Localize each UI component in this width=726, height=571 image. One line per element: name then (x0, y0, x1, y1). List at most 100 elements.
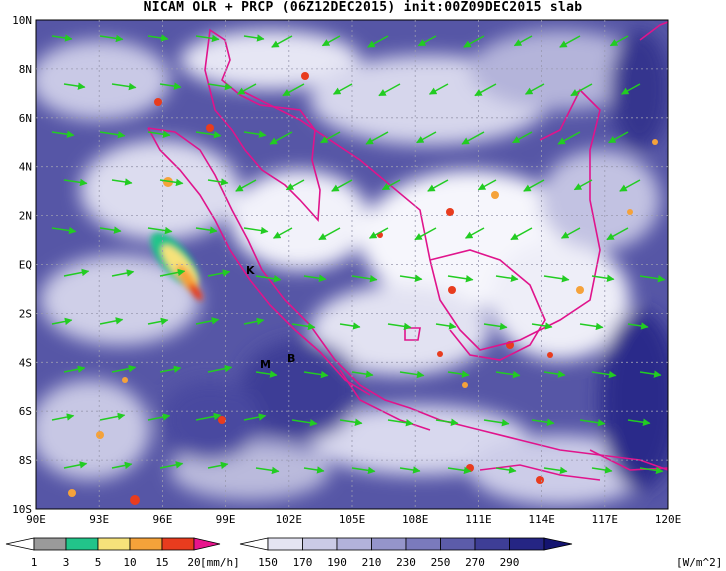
lat-label: EQ (19, 259, 32, 272)
wind-arrow (243, 130, 267, 138)
olr-colorbar-end (239, 537, 269, 551)
wind-arrow (255, 370, 278, 378)
precip-colorbar-swatch (161, 537, 195, 551)
lat-label: 10N (12, 14, 32, 27)
wind-arrow (368, 227, 389, 239)
wind-arrow (147, 413, 171, 421)
wind-arrow (570, 83, 593, 97)
wind-arrow (269, 131, 293, 145)
wind-arrow (513, 35, 533, 47)
olr-legend-value: 250 (431, 556, 451, 569)
wind-arrow (399, 466, 421, 474)
lat-label: 4N (19, 161, 32, 174)
precip-colorbar-swatch (129, 537, 163, 551)
wind-arrow (207, 82, 233, 91)
wind-arrow (619, 179, 641, 192)
wind-arrow (435, 418, 459, 426)
precip-colorbar-end (5, 537, 35, 551)
wind-arrow (236, 83, 257, 95)
wind-arrow (318, 227, 341, 241)
wind-arrow (608, 131, 629, 144)
wind-arrow (573, 179, 593, 191)
precip-legend-value: 15 (155, 556, 168, 569)
wind-arrow (111, 269, 135, 277)
wind-arrow (557, 131, 581, 145)
wind-arrow (331, 179, 353, 192)
wind-arrow (291, 418, 318, 427)
wind-arrow (99, 130, 126, 139)
gridlines (36, 20, 668, 509)
wind-arrow (63, 268, 90, 277)
precip-legend-value: 10 (123, 556, 136, 569)
wind-arrow (579, 322, 604, 331)
wind-arrow (51, 226, 77, 235)
olr-legend-value: 190 (327, 556, 347, 569)
wind-arrow (378, 83, 401, 97)
wind-arrow (495, 370, 521, 379)
wind-arrow (531, 418, 555, 426)
wind-arrow (416, 131, 437, 144)
wind-arrow (159, 268, 186, 277)
lat-label: 8S (19, 454, 32, 467)
wind-arrow (51, 34, 73, 42)
wind-arrow (351, 370, 374, 378)
precip-colorbar-swatch (33, 537, 67, 551)
wind-arrow (339, 418, 363, 426)
wind-arrow (639, 274, 666, 283)
wind-arrow (464, 227, 485, 239)
wind-arrow (579, 418, 606, 427)
wind-arrow (543, 466, 568, 475)
wind-arrow (243, 413, 267, 421)
wind-arrow (365, 131, 389, 145)
wind-arrow (243, 226, 269, 235)
precip-legend-value: 1 (31, 556, 38, 569)
wind-arrow (524, 83, 545, 95)
wind-arrow (63, 365, 86, 373)
wind-arrow (591, 274, 615, 282)
precip-colorbar-swatch (97, 537, 131, 551)
wind-arrow (447, 466, 472, 475)
wind-arrow (417, 35, 437, 47)
wind-arrow (243, 317, 265, 326)
lat-label: 6N (19, 112, 32, 125)
lon-label: 105E (339, 513, 366, 526)
wind-arrow (195, 412, 222, 421)
wind-arrow (367, 35, 389, 48)
wind-arrow (99, 317, 124, 325)
wind-arrow (627, 418, 651, 426)
wind-arrow (147, 317, 169, 326)
lon-label: 111E (465, 513, 492, 526)
olr-colorbar-swatch (509, 537, 545, 551)
precip-unit: [mm/h] (200, 556, 240, 569)
wind-arrow (447, 274, 474, 283)
wind-arrow (606, 227, 629, 241)
wind-arrow (591, 370, 617, 379)
wind-arrow (560, 227, 581, 239)
lon-label: 102E (276, 513, 303, 526)
wind-arrow (63, 461, 88, 469)
wind-arrow (51, 317, 73, 326)
wind-arrow (447, 370, 470, 378)
wind-arrow (627, 322, 649, 330)
olr-colorbar-swatch (405, 537, 441, 551)
olr-colorbar-swatch (474, 537, 510, 551)
wind-arrow (111, 82, 137, 91)
wind-arrow (147, 34, 169, 42)
wind-arrow (428, 83, 449, 95)
precip-legend-value: 3 (63, 556, 70, 569)
wind-arrow (195, 34, 220, 43)
olr-colorbar-end (543, 537, 573, 551)
wind-arrow (463, 35, 485, 48)
wind-arrow (303, 370, 329, 379)
wind-arrow (321, 35, 341, 47)
lon-label: 90E (26, 513, 46, 526)
wind-arrow (477, 179, 497, 191)
precip-legend-value: 20 (187, 556, 200, 569)
wind-arrow (303, 274, 327, 282)
wind-arrow (387, 418, 414, 427)
wind-arrow (207, 461, 229, 470)
wind-arrow (195, 226, 218, 234)
wind-arrow (255, 466, 280, 475)
wind-arrow (159, 178, 184, 187)
lat-label: 2S (19, 307, 32, 320)
